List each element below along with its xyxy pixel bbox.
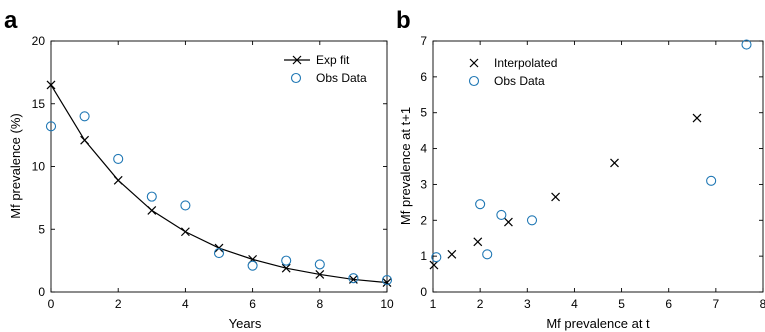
y-tick-label-2: 2 [420,213,427,227]
y-tick-label-2: 10 [32,160,46,174]
y-tick-label-6: 6 [420,70,427,84]
series-exp-fit-line [50,84,388,284]
panel-b-series [429,39,752,270]
series-obs-data-point-0 [431,252,442,263]
panel-a-chart: 0 2 4 6 8 10 0 5 10 15 20 Exp fit Obs Data Years Mf… [8,34,394,331]
series-exp-fit-point-4 [180,227,190,237]
legend-label-1: Obs Data [494,74,545,88]
series-obs-data-point-3 [146,191,157,202]
legend-label-0: Exp fit [316,53,350,67]
x-tick-label-3: 4 [571,297,578,311]
panel-a-series [45,80,393,288]
series-obs-data-point-5 [213,248,225,259]
series-interpolated-point-5 [610,158,619,168]
series-obs-data-point-2 [113,153,124,165]
legend-marker-point-0 [292,55,302,65]
series-interpolated-point-2 [473,237,483,247]
panel-a-axes: 0 2 4 6 8 10 0 5 10 15 20 [32,34,394,311]
series-exp-fit-point-8 [315,270,325,279]
series-obs-data [45,111,393,286]
series-obs-data-point-9 [348,273,359,284]
y-tick-label-0: 0 [420,285,427,299]
series-exp-fit-point-10 [382,278,392,288]
y-tick-label-3: 3 [420,177,427,191]
series-exp-fit-point-7 [281,263,291,273]
legend-marker-point-1 [468,75,480,87]
series-interpolated-point-3 [504,217,513,227]
panel-a-legend: Exp fit Obs Data [284,48,384,88]
y-tick-label-5: 5 [420,106,427,120]
panel-b-label: b [396,7,411,34]
series-obs-data [431,39,752,263]
series-obs-data-point-1 [79,111,90,122]
legend-label-1: Obs Data [316,71,367,85]
series-interpolated [429,113,702,270]
legend-box [284,48,384,88]
legend-entry-0: Exp fit [284,53,350,67]
series-obs-data-point-0 [45,121,57,132]
series-obs-data-point-7 [281,255,292,266]
y-tick-label-1: 5 [38,222,45,236]
legend-box [462,51,582,91]
y-tick-label-4: 4 [420,142,427,156]
series-obs-data-point-5 [706,175,717,186]
legend-entry-1: Obs Data [290,71,367,85]
legend-marker-point-1 [290,72,302,84]
x-tick-label-4: 8 [316,297,323,311]
series-obs-data-point-1 [475,199,486,210]
x-tick-label-0: 1 [430,297,437,311]
panel-a-xlabel: Years [229,316,262,331]
series-obs-data-point-6 [741,39,752,50]
plot-box [432,40,764,293]
legend-label-0: Interpolated [494,56,557,70]
legend-marker-point-0 [469,58,479,68]
panel-b-legend: Interpolated Obs Data [462,51,582,91]
x-tick-label-2: 4 [182,297,189,311]
panel-b-xlabel: Mf prevalence at t [546,316,650,331]
x-tick-label-0: 0 [48,297,55,311]
series-exp-fit-point-1 [80,135,90,145]
legend-entry-1: Obs Data [468,74,545,88]
y-tick-label-4: 20 [32,34,46,48]
series-obs-data-point-3 [496,209,507,220]
x-tick-label-3: 6 [249,297,256,311]
series-interpolated-point-0 [429,260,439,270]
series-obs-data-point-2 [482,249,493,260]
series-interpolated-point-6 [692,113,702,123]
y-tick-label-0: 0 [38,285,45,299]
series-obs-data-point-4 [180,200,191,211]
x-tick-label-1: 2 [115,297,122,311]
panel-a-ylabel: Mf prevalence (%) [8,113,23,218]
series-obs-data-point-8 [314,259,325,270]
series-obs-data-point-10 [381,275,393,286]
series-exp-fit-point-0 [46,80,56,90]
series-interpolated-point-1 [447,249,457,259]
series-interpolated-point-4 [551,192,560,202]
panel-a-label: a [4,7,18,34]
x-tick-label-4: 5 [618,297,625,311]
series-exp-fit-point-2 [113,175,123,185]
x-tick-label-5: 10 [380,297,394,311]
y-tick-label-3: 15 [32,97,46,111]
x-tick-label-6: 7 [713,297,720,311]
x-tick-label-7: 8 [760,297,765,311]
series-obs-data-point-4 [526,215,538,226]
x-tick-label-2: 3 [524,297,531,311]
panel-b-ylabel: Mf prevalence at t+1 [398,107,413,225]
y-tick-label-7: 7 [420,34,427,48]
series-exp-fit-point-3 [147,206,157,215]
series-obs-data-point-6 [247,260,258,271]
x-tick-label-5: 6 [665,297,672,311]
y-tick-label-1: 1 [420,249,427,263]
legend-entry-0: Interpolated [469,56,557,70]
series-exp-fit [46,80,392,288]
x-tick-label-1: 2 [477,297,484,311]
